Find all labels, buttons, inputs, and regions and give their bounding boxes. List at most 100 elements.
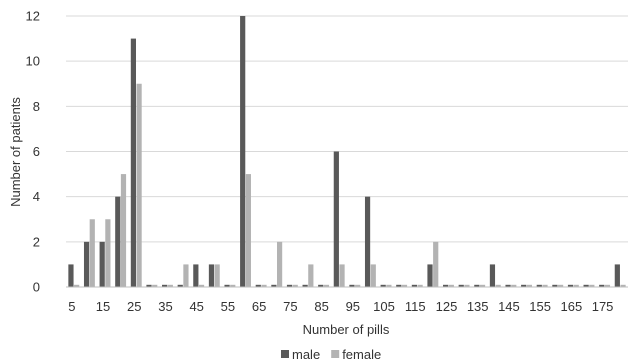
bar-female	[74, 284, 80, 287]
x-tick-label: 175	[592, 299, 614, 314]
bar-female	[198, 284, 205, 287]
x-tick-label: 45	[189, 299, 203, 314]
bar-male	[177, 284, 183, 287]
x-tick-label: 65	[252, 299, 266, 314]
x-tick-labels: 5 15 25 35 45 55 65 75 85 95 105 115 125 135 145 155 165…	[68, 299, 613, 314]
y-tick-label: 4	[33, 189, 40, 204]
bar-male	[427, 264, 433, 287]
x-tick-label: 115	[405, 299, 426, 314]
bar-female	[89, 219, 95, 287]
bar-female	[167, 284, 173, 287]
bar-female	[152, 284, 158, 287]
bar-male	[396, 284, 402, 287]
x-tick-label: 5	[68, 299, 75, 314]
bars	[68, 16, 626, 288]
y-tick-label: 6	[33, 144, 40, 159]
bar-male	[115, 196, 121, 287]
y-tick-label: 10	[26, 54, 40, 69]
bar-male	[380, 284, 386, 287]
bar-male	[83, 241, 90, 287]
y-tick-label: 12	[26, 9, 40, 24]
x-tick-label: 145	[498, 299, 520, 314]
bar-male	[208, 264, 215, 287]
y-tick-label: 8	[33, 99, 40, 114]
bar-male	[146, 284, 152, 287]
x-tick-label: 105	[373, 299, 395, 314]
bar-male	[333, 151, 339, 287]
bar-male	[443, 284, 449, 287]
bar-female	[183, 264, 189, 287]
bar-female	[386, 284, 392, 287]
bar-female	[573, 284, 579, 287]
bar-female	[401, 284, 408, 287]
bar-female	[214, 264, 220, 287]
x-tick-label: 85	[314, 299, 328, 314]
x-tick-label: 55	[221, 299, 235, 314]
bar-female	[417, 284, 423, 287]
bar-male	[411, 284, 417, 287]
x-tick-label: 75	[283, 299, 297, 314]
x-tick-label: 95	[346, 299, 360, 314]
bar-female	[620, 284, 626, 287]
bar-female	[511, 284, 517, 287]
bar-male	[614, 264, 620, 287]
gridlines	[66, 15, 628, 243]
legend-swatch-male	[281, 350, 289, 358]
bar-female	[370, 264, 376, 287]
x-tick-label: 25	[127, 299, 141, 314]
bar-male	[583, 284, 589, 287]
bar-female	[558, 284, 564, 287]
legend: male female	[281, 347, 381, 362]
bar-female	[120, 174, 127, 287]
y-axis-title: Number of patients	[8, 97, 23, 207]
bar-male	[240, 16, 246, 287]
bar-male	[521, 284, 527, 287]
bar-female	[433, 241, 439, 287]
bar-female	[448, 284, 454, 287]
bar-male	[193, 264, 199, 287]
bar-female	[464, 284, 470, 287]
x-tick-label: 15	[96, 299, 110, 314]
bar-female	[245, 174, 251, 287]
x-tick-label: 35	[158, 299, 172, 314]
bar-male	[271, 284, 277, 287]
bar-male	[458, 284, 464, 287]
bar-male	[318, 284, 324, 287]
bar-female	[277, 241, 283, 287]
bar-female	[230, 284, 236, 287]
legend-label: female	[342, 347, 381, 362]
bar-female	[308, 264, 314, 287]
bar-female	[604, 284, 611, 287]
bar-male	[99, 241, 105, 287]
bar-male	[286, 284, 293, 287]
bar-male	[536, 284, 542, 287]
legend-swatch-female	[331, 350, 340, 358]
bar-male	[364, 196, 371, 287]
bar-male	[599, 284, 605, 287]
bar-female	[542, 284, 548, 287]
x-tick-label: 125	[436, 299, 458, 314]
bar-female	[292, 284, 298, 287]
bar-female	[479, 284, 486, 287]
bar-female	[589, 284, 595, 287]
bar-male	[255, 284, 261, 287]
bar-female	[339, 264, 345, 287]
x-tick-label: 165	[561, 299, 583, 314]
bar-male	[349, 284, 355, 287]
bar-female	[105, 219, 111, 287]
bar-male	[224, 284, 230, 287]
bar-male	[552, 284, 558, 287]
bar-male	[68, 264, 74, 287]
bar-female	[261, 284, 267, 287]
bar-female	[526, 284, 532, 287]
bar-female	[495, 284, 501, 287]
y-tick-label: 0	[33, 280, 40, 295]
bar-male	[162, 284, 168, 287]
legend-label: male	[292, 347, 320, 362]
x-axis-title: Number of pills	[303, 322, 390, 337]
bar-male	[489, 264, 496, 287]
bar-male	[302, 284, 308, 287]
bar-female	[355, 284, 361, 287]
bar-male	[130, 38, 136, 288]
